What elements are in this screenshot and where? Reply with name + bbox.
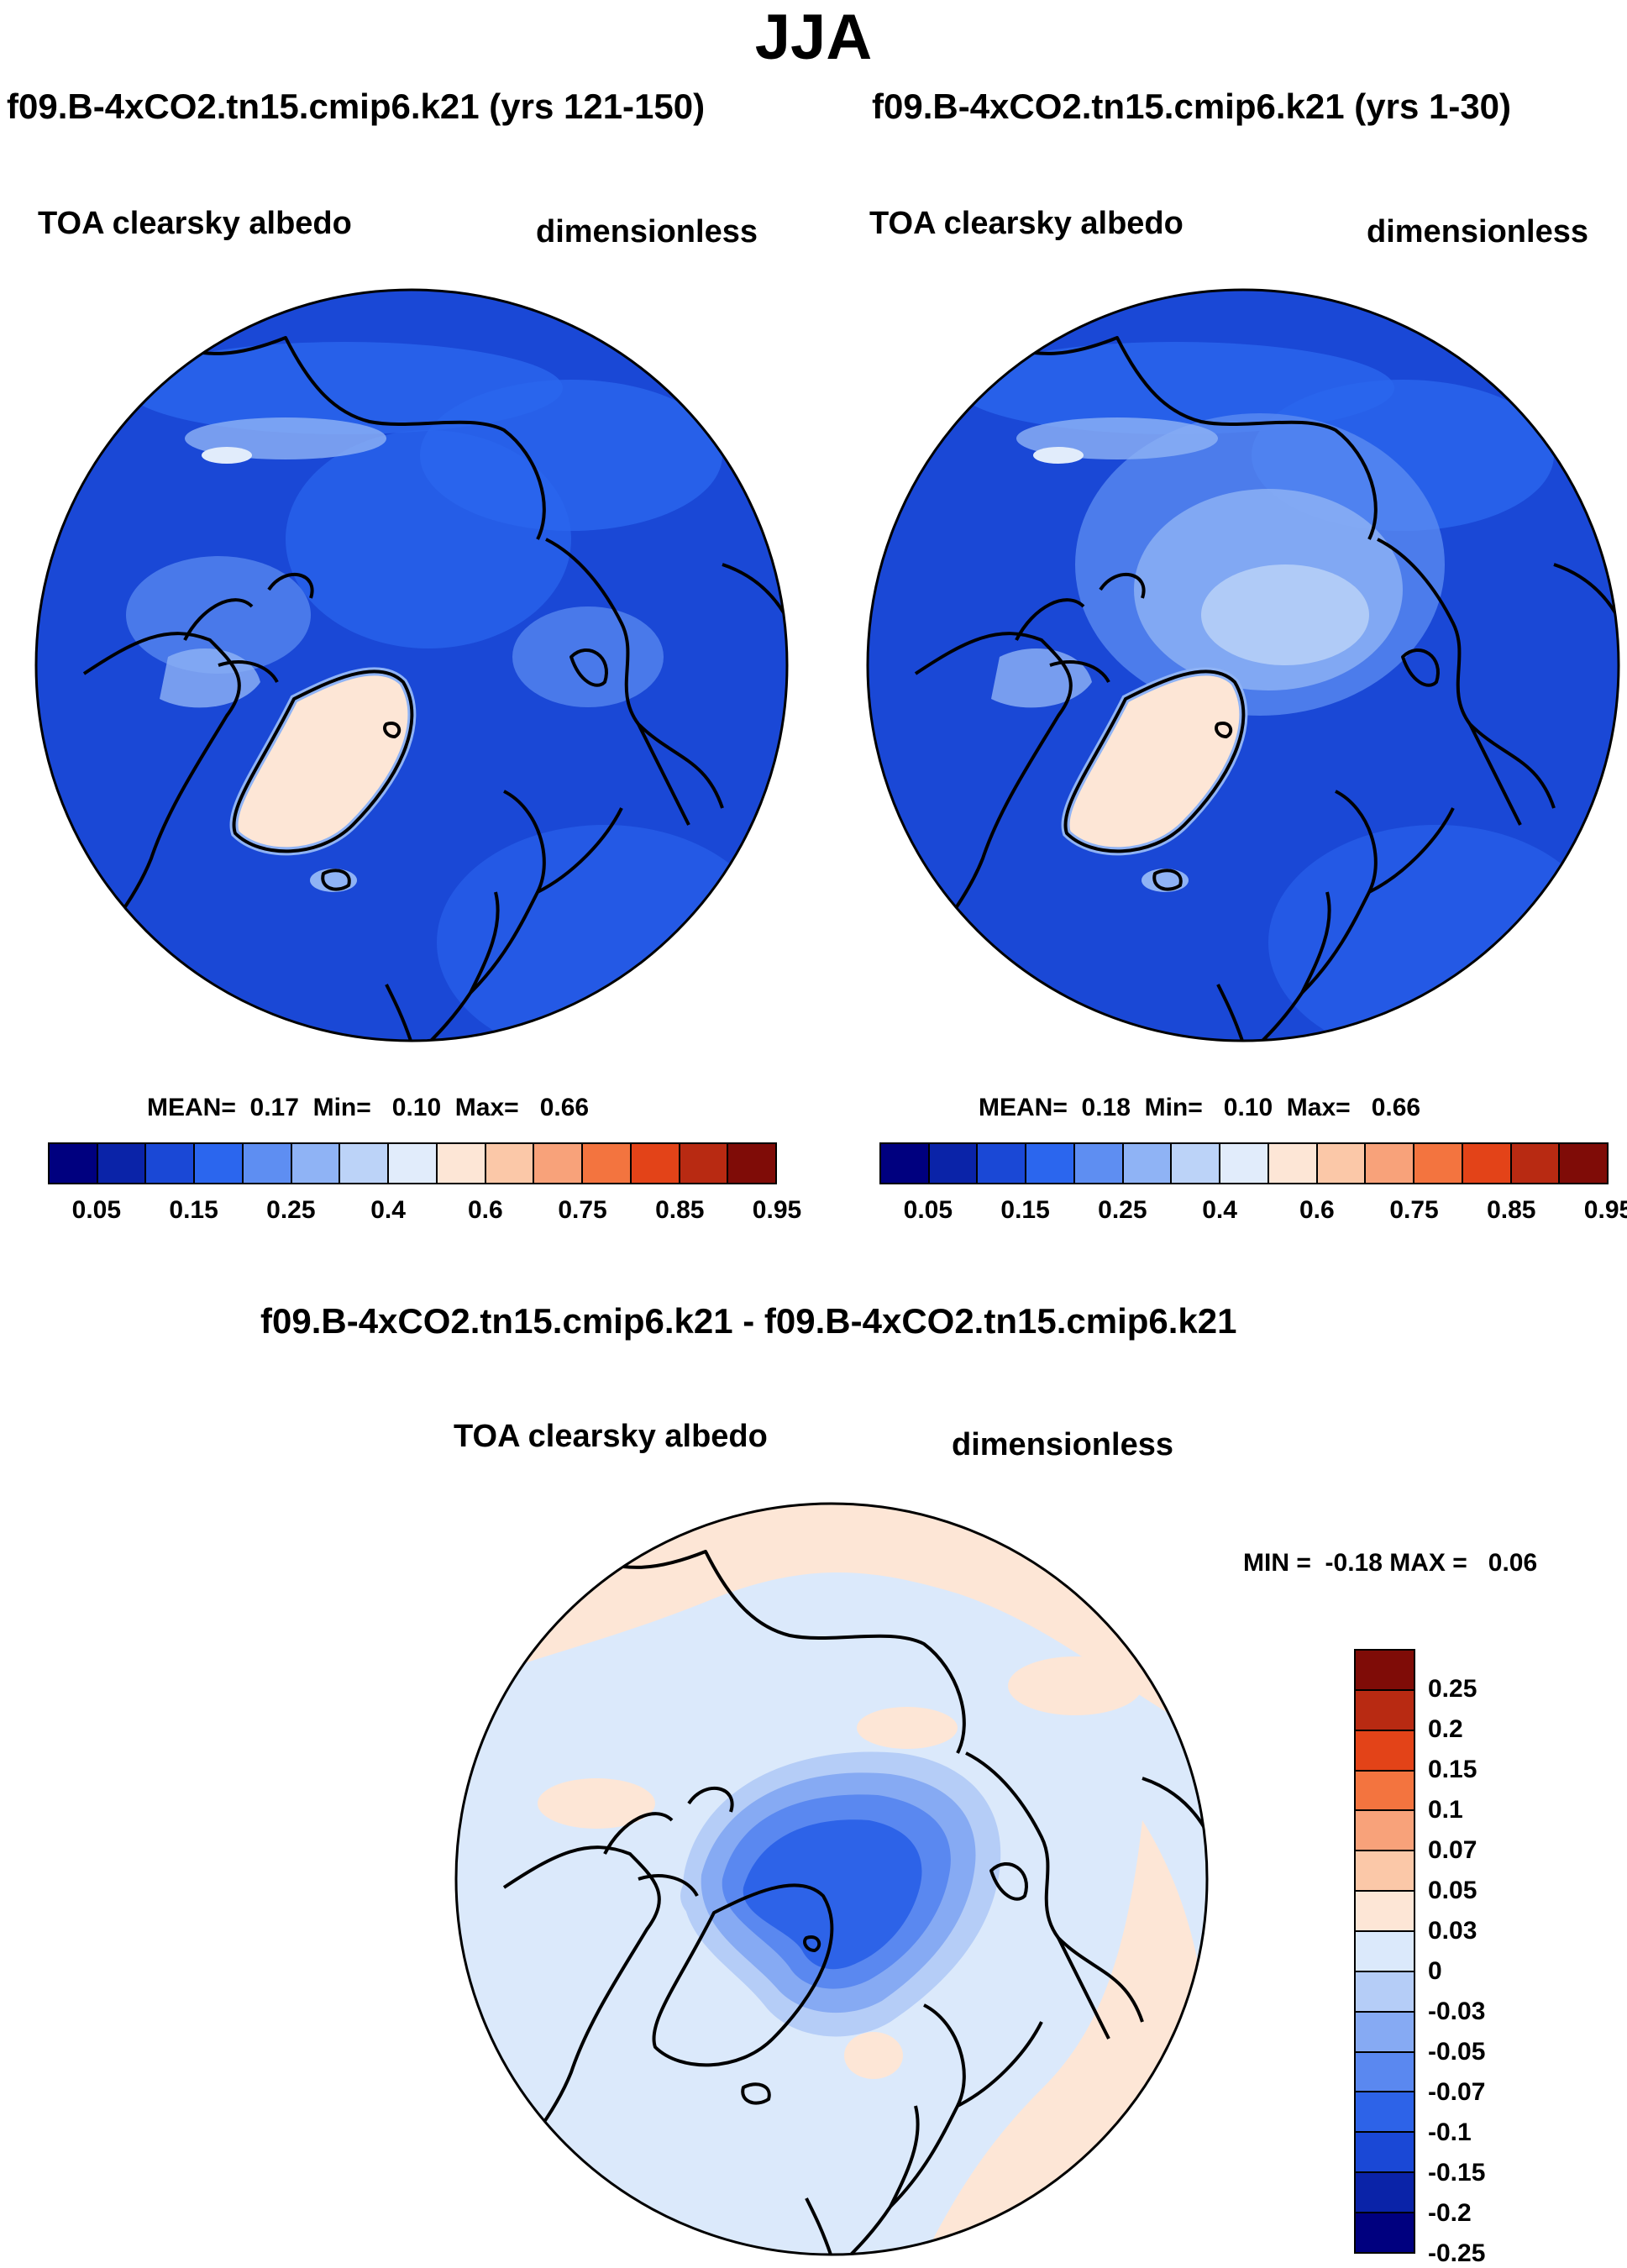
colorbar-swatch (1268, 1144, 1318, 1183)
colorbar-swatch (1511, 1144, 1561, 1183)
colorbar-tick-label: 0.6 (467, 1196, 503, 1224)
left-colorbar (48, 1142, 777, 1184)
colorbar-tick-label: 0.85 (1487, 1196, 1536, 1224)
colorbar-swatch (1026, 1144, 1075, 1183)
colorbar-swatch (291, 1144, 341, 1183)
colorbar-tick-label: -0.03 (1428, 1998, 1486, 2025)
colorbar-swatch (146, 1144, 196, 1183)
colorbar-swatch (534, 1144, 584, 1183)
colorbar-tick-label: 0.6 (1299, 1196, 1335, 1224)
colorbar-tick-label: 0.05 (903, 1196, 953, 1224)
colorbar-swatch (1560, 1144, 1608, 1183)
colorbar-tick-label: -0.1 (1428, 2118, 1472, 2146)
colorbar-swatch (437, 1144, 486, 1183)
diff-variable-label: TOA clearsky albedo (454, 1419, 768, 1454)
colorbar-tick-label: 0.05 (1428, 1877, 1477, 1904)
colorbar-swatch (97, 1144, 147, 1183)
colorbar-swatch (583, 1144, 632, 1183)
diff-units-label: dimensionless (952, 1427, 1173, 1462)
diff-polar-map (454, 1502, 1209, 2256)
diff-case-title: f09.B-4xCO2.tn15.cmip6.k21 - f09.B-4xCO2… (260, 1301, 1237, 1341)
left-variable-label: TOA clearsky albedo (38, 206, 352, 241)
diff-stats: MIN = -0.18 MAX = 0.06 (1243, 1549, 1538, 1577)
colorbar-tick-label: -0.05 (1428, 2038, 1486, 2066)
colorbar-swatch (1356, 1690, 1414, 1731)
colorbar-tick-label: 0.95 (1583, 1196, 1627, 1224)
colorbar-swatch (1356, 1811, 1414, 1852)
colorbar-swatch (728, 1144, 776, 1183)
colorbar-swatch (1356, 1651, 1414, 1691)
season-title: JJA (754, 2, 873, 73)
right-colorbar-labels: 0.05 0.15 0.25 0.4 0.6 0.75 0.85 0.95 (879, 1196, 1627, 1230)
colorbar-swatch (1172, 1144, 1221, 1183)
colorbar-swatch (1356, 2092, 1414, 2134)
colorbar-tick-label: 0.05 (71, 1196, 122, 1224)
right-variable-label: TOA clearsky albedo (869, 206, 1184, 241)
colorbar-tick-label: -0.2 (1428, 2199, 1472, 2227)
left-units-label: dimensionless (536, 214, 758, 249)
colorbar-swatch (1220, 1144, 1269, 1183)
right-case-title: f09.B-4xCO2.tn15.cmip6.k21 (yrs 1-30) (872, 87, 1512, 126)
colorbar-swatch (1074, 1144, 1124, 1183)
colorbar-swatch (340, 1144, 390, 1183)
colorbar-tick-label: 0.15 (1428, 1756, 1477, 1783)
colorbar-tick-label: -0.07 (1428, 2078, 1486, 2106)
right-colorbar (879, 1142, 1609, 1184)
right-polar-map (866, 288, 1620, 1042)
colorbar-tick-label: 0.85 (655, 1196, 705, 1224)
colorbar-tick-label: -0.25 (1428, 2239, 1486, 2267)
colorbar-swatch (929, 1144, 979, 1183)
diff-colorbar (1354, 1649, 1415, 2254)
colorbar-swatch (389, 1144, 438, 1183)
colorbar-tick-label: -0.15 (1428, 2159, 1486, 2187)
colorbar-swatch (1356, 2052, 1414, 2093)
colorbar-swatch (1356, 2012, 1414, 2053)
colorbar-tick-label: 0.75 (558, 1196, 607, 1224)
colorbar-tick-label: 0.15 (1000, 1196, 1050, 1224)
left-polar-map (34, 288, 789, 1042)
right-units-label: dimensionless (1367, 214, 1588, 249)
colorbar-swatch (1356, 2133, 1414, 2174)
left-colorbar-labels: 0.05 0.15 0.25 0.4 0.6 0.75 0.85 0.95 (48, 1196, 802, 1230)
left-case-title: f09.B-4xCO2.tn15.cmip6.k21 (yrs 121-150) (7, 87, 706, 126)
colorbar-swatch (243, 1144, 292, 1183)
left-stats: MEAN= 0.17 Min= 0.10 Max= 0.66 (147, 1094, 590, 1121)
colorbar-tick-label: 0.4 (1202, 1196, 1237, 1224)
colorbar-tick-label: 0.15 (169, 1196, 218, 1224)
colorbar-swatch (1356, 1851, 1414, 1893)
colorbar-tick-label: 0.4 (370, 1196, 406, 1224)
colorbar-swatch (881, 1144, 930, 1183)
colorbar-swatch (485, 1144, 535, 1183)
colorbar-tick-label: 0.03 (1428, 1917, 1477, 1945)
colorbar-tick-label: 0.95 (752, 1196, 802, 1224)
colorbar-swatch (1356, 1932, 1414, 1972)
colorbar-swatch (1356, 1892, 1414, 1933)
colorbar-tick-label: 0.25 (1098, 1196, 1147, 1224)
colorbar-swatch (631, 1144, 680, 1183)
right-stats: MEAN= 0.18 Min= 0.10 Max= 0.66 (979, 1094, 1421, 1121)
diff-colorbar-labels: 0.25 0.2 0.15 0.1 0.07 0.05 0.03 0 -0.03 -0.05 -0.… (1428, 1649, 1529, 2267)
colorbar-swatch (195, 1144, 244, 1183)
colorbar-swatch (1462, 1144, 1512, 1183)
colorbar-tick-label: 0.25 (1428, 1675, 1477, 1703)
colorbar-swatch (1356, 1771, 1414, 1812)
colorbar-swatch (1356, 2173, 1414, 2214)
colorbar-swatch (680, 1144, 729, 1183)
colorbar-swatch (1123, 1144, 1173, 1183)
colorbar-swatch (1366, 1144, 1415, 1183)
colorbar-swatch (50, 1144, 98, 1183)
colorbar-tick-label: 0.2 (1428, 1715, 1463, 1743)
colorbar-swatch (978, 1144, 1027, 1183)
colorbar-swatch (1414, 1144, 1463, 1183)
colorbar-tick-label: 0.25 (266, 1196, 316, 1224)
colorbar-tick-label: 0.07 (1428, 1836, 1477, 1864)
colorbar-swatch (1317, 1144, 1367, 1183)
colorbar-swatch (1356, 2213, 1414, 2252)
colorbar-swatch (1356, 1971, 1414, 2013)
colorbar-tick-label: 0 (1428, 1957, 1442, 1985)
colorbar-swatch (1356, 1730, 1414, 1772)
colorbar-tick-label: 0.1 (1428, 1796, 1463, 1824)
colorbar-tick-label: 0.75 (1389, 1196, 1439, 1224)
